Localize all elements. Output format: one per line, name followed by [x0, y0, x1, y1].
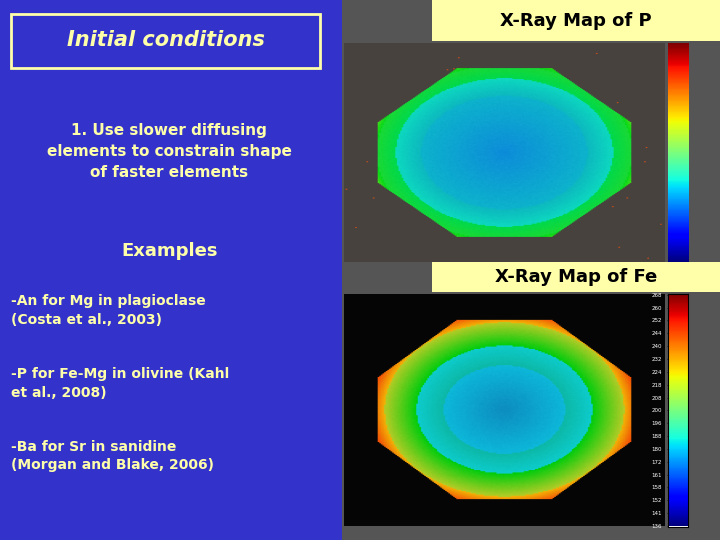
Bar [432, 262, 720, 292]
Text: Initial conditions: Initial conditions [67, 30, 264, 51]
Text: -Ba for Sr in sanidine
(Morgan and Blake, 2006): -Ba for Sr in sanidine (Morgan and Blake… [11, 440, 214, 472]
Bar [0, 0, 342, 540]
Text: -An for Mg in plagioclase
(Costa et al., 2003): -An for Mg in plagioclase (Costa et al.,… [11, 294, 205, 327]
Text: Examples: Examples [121, 242, 217, 260]
Text: 1. Use slower diffusing
elements to constrain shape
of faster elements: 1. Use slower diffusing elements to cons… [47, 123, 292, 180]
Bar [432, 0, 720, 40]
FancyBboxPatch shape [11, 14, 320, 68]
Text: -P for Fe-Mg in olivine (Kahl
et al., 2008): -P for Fe-Mg in olivine (Kahl et al., 20… [11, 367, 229, 400]
Text: X-Ray Map of Fe: X-Ray Map of Fe [495, 268, 657, 286]
Text: X-Ray Map of P: X-Ray Map of P [500, 11, 652, 30]
Bar [342, 0, 720, 540]
